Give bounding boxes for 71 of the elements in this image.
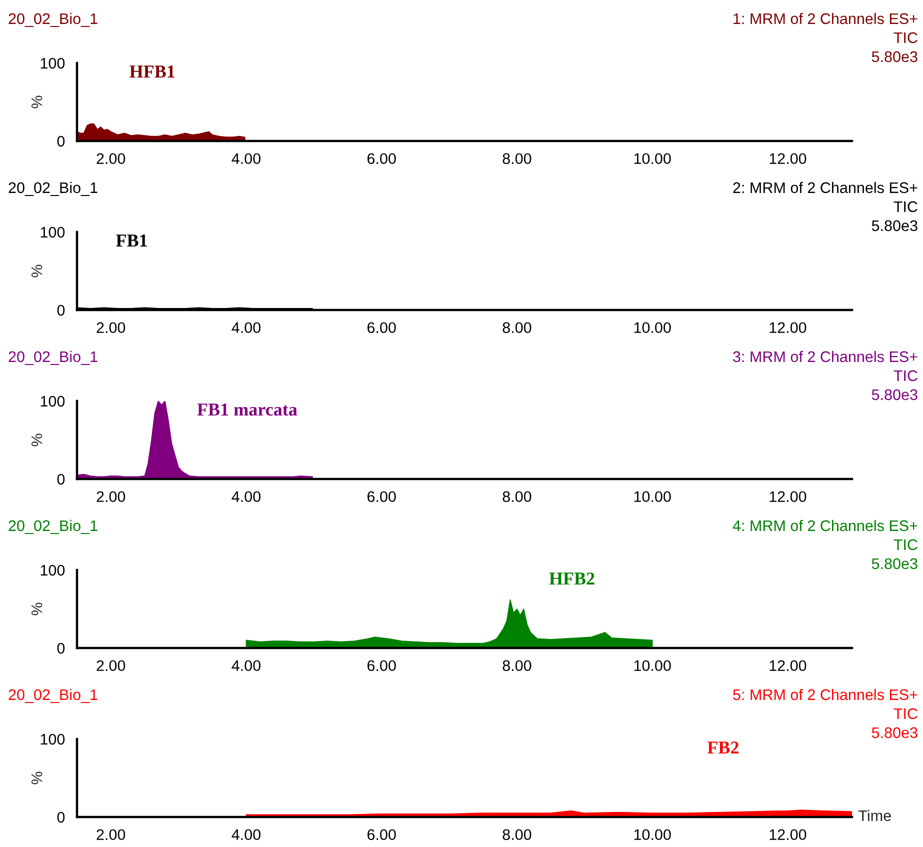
chart-title: 20_02_Bio_1	[8, 182, 98, 196]
x-tick-label: 2.00	[96, 322, 126, 334]
y-tick-label: 0	[57, 474, 65, 485]
y-tick-label: 0	[57, 812, 65, 823]
y-tick-label: 100	[40, 58, 65, 69]
x-tick-label: 4.00	[232, 491, 260, 502]
x-tick-label: 4.00	[232, 829, 260, 840]
chart-subtitle: 3: MRM of 2 Channels ES+	[733, 350, 918, 362]
y-tick-label: 0	[57, 304, 65, 316]
y-axis-title: %	[31, 96, 42, 108]
x-tick-label: 10.00	[634, 660, 671, 672]
chart-title: 20_02_Bio_1	[8, 350, 98, 365]
text: TIC	[894, 201, 918, 212]
x-tick-label: 2.00	[96, 153, 126, 164]
chart-subtitle: 5: MRM of 2 Channels ES+	[733, 688, 918, 700]
text: 5.80e3	[872, 558, 918, 570]
x-tick-label: 10.00	[634, 153, 671, 164]
chart-title: 20_02_Bio_1	[8, 688, 98, 703]
y-tick-label: 100	[40, 564, 65, 576]
x-tick-label: 8.00	[502, 153, 532, 164]
y-tick-label: 0	[57, 642, 65, 654]
x-tick-label: 10.00	[634, 491, 671, 502]
text: TIC	[894, 370, 918, 382]
x-tick-label: 8.00	[502, 660, 532, 672]
text: 5.80e3	[872, 389, 918, 400]
chart-title: 20_02_Bio_1	[8, 12, 98, 27]
y-tick-label: 100	[40, 396, 65, 407]
y-axis-title: %	[31, 772, 42, 784]
x-tick-label: 12.00	[770, 491, 806, 502]
text: FB1	[116, 234, 147, 247]
x-tick-label: 12.00	[770, 153, 806, 164]
x-axis-title: Time	[858, 810, 891, 822]
x-tick-label: 2.00	[96, 829, 126, 840]
text: 5.80e3	[872, 51, 918, 62]
x-tick-label: 4.00	[232, 660, 260, 672]
y-tick-label: 100	[40, 734, 65, 745]
text: TIC	[894, 708, 918, 720]
text: FB2	[707, 742, 738, 754]
x-tick-label: 4.00	[232, 153, 260, 164]
text: TIC	[894, 539, 918, 550]
x-tick-label: 8.00	[502, 829, 532, 840]
y-tick-label: 0	[57, 136, 65, 147]
x-tick-label: 10.00	[634, 829, 671, 840]
x-tick-label: 2.00	[96, 491, 126, 502]
x-tick-label: 6.00	[367, 153, 396, 164]
text: 5.80e3	[872, 220, 918, 232]
chart-subtitle: 2: MRM of 2 Channels ES+	[733, 182, 918, 194]
x-tick-label: 10.00	[634, 322, 671, 334]
x-tick-label: 12.00	[770, 829, 806, 840]
text: TIC	[894, 32, 918, 44]
x-tick-label: 6.00	[367, 491, 396, 502]
x-tick-label: 4.00	[232, 322, 260, 334]
chart-subtitle: 1: MRM of 2 Channels ES+	[734, 12, 918, 24]
x-tick-label: 6.00	[367, 660, 396, 672]
series-label: HFB2	[549, 572, 594, 585]
x-tick-label: 8.00	[502, 322, 532, 334]
text: 5.80e3	[872, 727, 918, 738]
chart-title: 20_02_Bio_1	[8, 520, 98, 534]
y-axis-title: %	[31, 264, 42, 278]
y-axis-title: %	[31, 434, 42, 446]
y-tick-label: 100	[40, 226, 65, 238]
text: HFB1	[130, 66, 174, 78]
series-label: FB1 marcata	[197, 404, 298, 416]
x-tick-label: 2.00	[96, 660, 126, 672]
x-tick-label: 6.00	[367, 829, 396, 840]
x-tick-label: 8.00	[502, 491, 532, 502]
x-tick-label: 12.00	[770, 322, 806, 334]
y-axis-title: %	[31, 602, 42, 616]
chart-subtitle: 4: MRM of 2 Channels ES+	[732, 520, 918, 532]
x-tick-label: 6.00	[367, 322, 396, 334]
x-tick-label: 12.00	[770, 660, 806, 672]
